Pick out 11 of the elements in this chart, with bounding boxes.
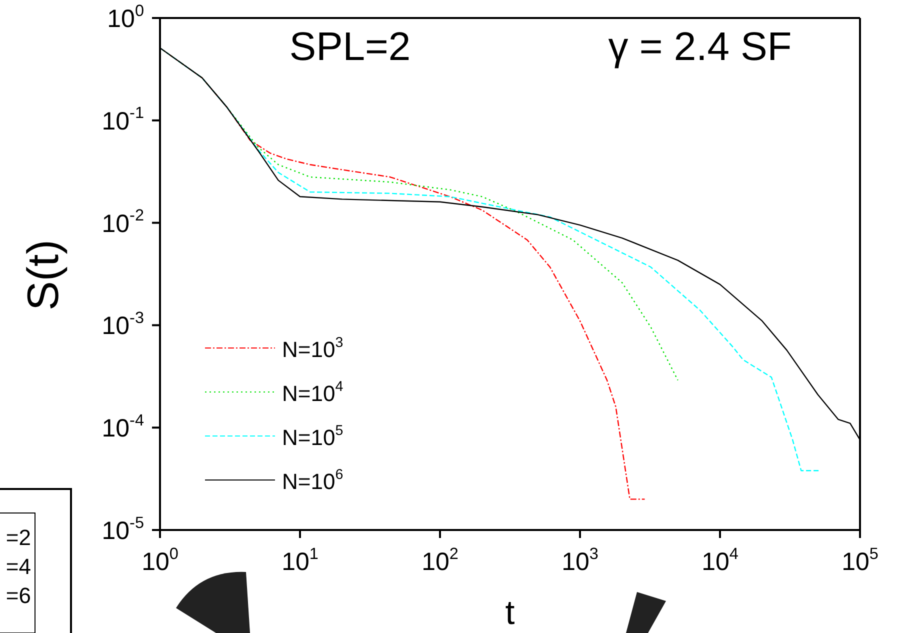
legend-label: N=10$^{6}$: [282, 467, 344, 494]
legend-label: N=10$^{4}$: [282, 379, 344, 406]
text: =6: [6, 583, 31, 608]
x-axis-title: t: [505, 594, 516, 632]
legend-label: N=10$^{3}$: [282, 335, 344, 362]
annotation: SPL=2: [289, 25, 411, 69]
legend-label: N=10$^{5}$: [282, 423, 344, 450]
y-axis-title: S(t): [19, 240, 68, 310]
text: =4: [6, 554, 31, 579]
text: =2: [6, 525, 31, 550]
annotation: γ = 2.4 SF: [608, 25, 792, 69]
